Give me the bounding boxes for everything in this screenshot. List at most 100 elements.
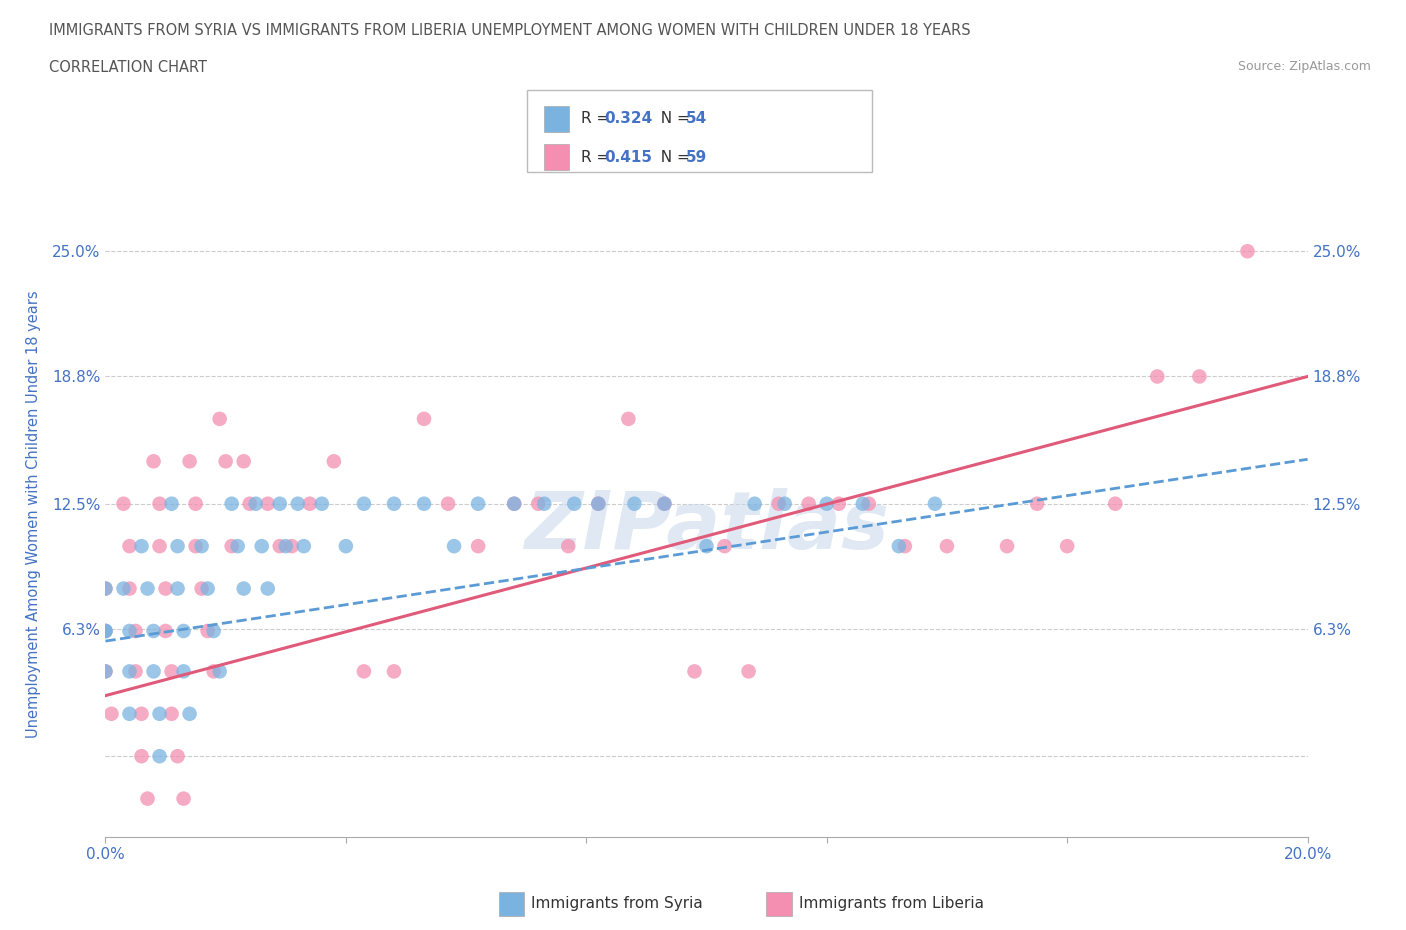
Point bbox=[226, 538, 249, 553]
Point bbox=[311, 497, 333, 512]
Point bbox=[94, 664, 117, 679]
Point bbox=[773, 497, 796, 512]
Text: N =: N = bbox=[651, 150, 695, 165]
Point bbox=[232, 454, 254, 469]
Point bbox=[274, 538, 297, 553]
Point bbox=[815, 497, 838, 512]
Text: ZIPatlas: ZIPatlas bbox=[524, 487, 889, 565]
Point bbox=[131, 749, 153, 764]
Point bbox=[131, 707, 153, 722]
Point bbox=[744, 497, 766, 512]
Point bbox=[155, 623, 177, 638]
Point bbox=[160, 664, 183, 679]
Point bbox=[503, 497, 526, 512]
Point bbox=[269, 538, 291, 553]
Point bbox=[166, 538, 188, 553]
Text: 0.324: 0.324 bbox=[605, 112, 652, 126]
Text: 54: 54 bbox=[686, 112, 707, 126]
Point bbox=[995, 538, 1018, 553]
Point bbox=[118, 623, 141, 638]
Point bbox=[292, 538, 315, 553]
Point bbox=[527, 497, 550, 512]
Point bbox=[654, 497, 676, 512]
Point bbox=[256, 581, 278, 596]
Point bbox=[588, 497, 610, 512]
Point bbox=[94, 623, 117, 638]
Point bbox=[173, 791, 195, 806]
Point bbox=[197, 581, 219, 596]
Point bbox=[1188, 369, 1211, 384]
Point bbox=[353, 497, 375, 512]
Point bbox=[166, 581, 188, 596]
Point bbox=[94, 581, 117, 596]
Point bbox=[322, 454, 344, 469]
Point bbox=[173, 623, 195, 638]
Text: Immigrants from Liberia: Immigrants from Liberia bbox=[799, 897, 984, 911]
Point bbox=[160, 497, 183, 512]
Text: R =: R = bbox=[581, 112, 614, 126]
Point bbox=[503, 497, 526, 512]
Point bbox=[557, 538, 579, 553]
Point bbox=[335, 538, 357, 553]
Point bbox=[269, 497, 291, 512]
Point bbox=[131, 538, 153, 553]
Point bbox=[100, 707, 122, 722]
Point bbox=[184, 497, 207, 512]
Point bbox=[148, 707, 170, 722]
Point bbox=[852, 497, 875, 512]
Point bbox=[214, 454, 236, 469]
Point bbox=[166, 749, 188, 764]
Point bbox=[683, 664, 706, 679]
Point bbox=[256, 497, 278, 512]
Text: 0.415: 0.415 bbox=[605, 150, 652, 165]
Point bbox=[713, 538, 735, 553]
Point bbox=[936, 538, 959, 553]
Point bbox=[858, 497, 880, 512]
Point bbox=[124, 664, 146, 679]
Point bbox=[94, 623, 117, 638]
Text: 59: 59 bbox=[686, 150, 707, 165]
Point bbox=[887, 538, 910, 553]
Point bbox=[202, 623, 225, 638]
Point bbox=[1026, 497, 1049, 512]
Point bbox=[654, 497, 676, 512]
Point bbox=[437, 497, 460, 512]
Point bbox=[562, 497, 585, 512]
Point bbox=[179, 454, 201, 469]
Point bbox=[202, 664, 225, 679]
Point bbox=[413, 411, 436, 426]
Point bbox=[208, 411, 231, 426]
Point bbox=[382, 497, 405, 512]
Point bbox=[1236, 244, 1258, 259]
Point bbox=[112, 497, 135, 512]
Text: Immigrants from Syria: Immigrants from Syria bbox=[531, 897, 703, 911]
Point bbox=[148, 749, 170, 764]
Point bbox=[118, 707, 141, 722]
Point bbox=[467, 497, 489, 512]
Point bbox=[768, 497, 790, 512]
Point bbox=[118, 538, 141, 553]
Point bbox=[142, 623, 165, 638]
Text: IMMIGRANTS FROM SYRIA VS IMMIGRANTS FROM LIBERIA UNEMPLOYMENT AMONG WOMEN WITH C: IMMIGRANTS FROM SYRIA VS IMMIGRANTS FROM… bbox=[49, 23, 970, 38]
Point bbox=[737, 664, 759, 679]
Point bbox=[184, 538, 207, 553]
Point bbox=[190, 538, 212, 553]
Point bbox=[173, 664, 195, 679]
Point bbox=[142, 454, 165, 469]
Point bbox=[232, 581, 254, 596]
Point bbox=[221, 497, 243, 512]
Point bbox=[1146, 369, 1168, 384]
Text: Source: ZipAtlas.com: Source: ZipAtlas.com bbox=[1237, 60, 1371, 73]
Point bbox=[148, 497, 170, 512]
Point bbox=[894, 538, 917, 553]
Point bbox=[118, 664, 141, 679]
Point bbox=[155, 581, 177, 596]
Point bbox=[588, 497, 610, 512]
Point bbox=[828, 497, 851, 512]
Point bbox=[118, 581, 141, 596]
Point bbox=[245, 497, 267, 512]
Point bbox=[94, 581, 117, 596]
Point bbox=[413, 497, 436, 512]
Point bbox=[353, 664, 375, 679]
Text: N =: N = bbox=[651, 112, 695, 126]
